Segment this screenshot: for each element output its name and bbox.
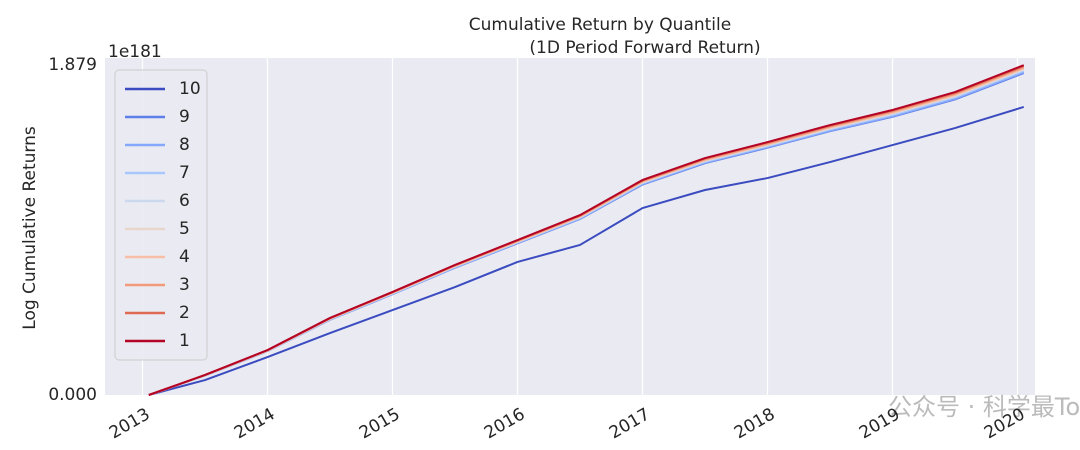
legend-label: 7 (179, 163, 190, 183)
legend-box (114, 69, 208, 361)
x-tick-label: 2013 (106, 404, 153, 443)
y-tick-label: 0.000 (48, 385, 97, 405)
legend-label: 5 (179, 219, 190, 239)
legend-label: 8 (179, 135, 190, 155)
x-tick-label: 2016 (481, 404, 528, 443)
legend-label: 9 (179, 107, 190, 127)
x-tick-label: 2014 (231, 404, 278, 443)
watermark: 公众号 · 科学最Top (888, 393, 1080, 421)
y-tick-label: 1.879 (48, 55, 97, 75)
chart-title: Cumulative Return by Quantile (469, 15, 731, 35)
legend-label: 6 (179, 191, 190, 211)
legend-label: 3 (179, 275, 190, 295)
x-tick-label: 2017 (606, 404, 653, 443)
y-axis-label: Log Cumulative Returns (20, 126, 40, 330)
legend-label: 1 (179, 331, 190, 351)
x-tick-label: 2019 (856, 404, 903, 443)
legend-label: 4 (179, 247, 190, 267)
y-offset-label: 1e181 (108, 42, 162, 62)
legend-label: 10 (179, 79, 201, 99)
series-line (148, 106, 1025, 396)
x-tick-label: 2018 (731, 404, 778, 443)
legend-label: 2 (179, 303, 190, 323)
chart-subtitle: (1D Period Forward Return) (529, 38, 760, 58)
series-line (148, 64, 1025, 396)
x-tick-label: 2015 (356, 404, 403, 443)
